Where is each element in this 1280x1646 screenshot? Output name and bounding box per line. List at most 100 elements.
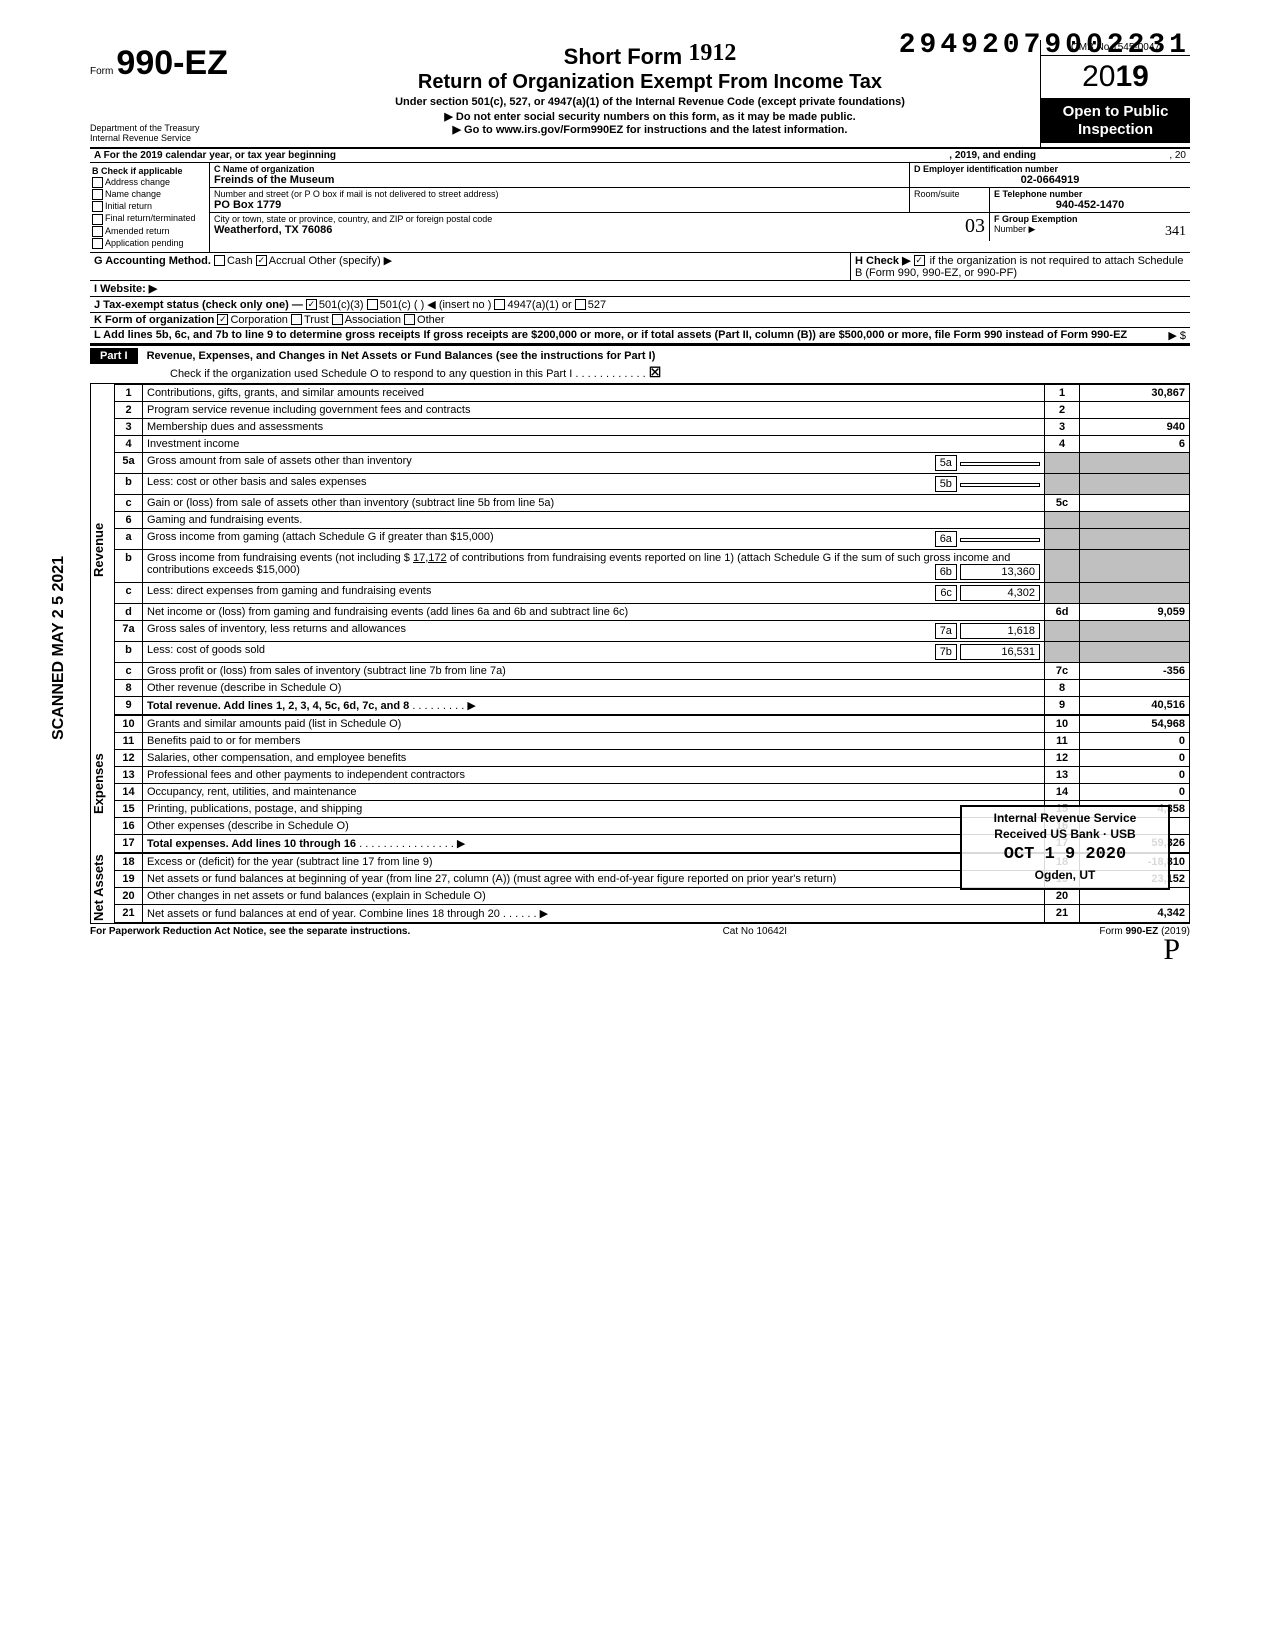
- line-12-box: 12: [1045, 749, 1080, 766]
- line-12-amt: 0: [1080, 749, 1190, 766]
- line-1-box: 1: [1045, 384, 1080, 401]
- line-6d-box: 6d: [1045, 603, 1080, 620]
- checkbox-501c[interactable]: [367, 299, 378, 310]
- line-a-label: A For the 2019 calendar year, or tax yea…: [94, 150, 336, 161]
- opt-initial-return: Initial return: [105, 201, 152, 211]
- line-21-num: 21: [115, 904, 143, 922]
- b-header: B Check if applicable: [92, 166, 207, 176]
- l-arrow: ▶ $: [1168, 329, 1186, 342]
- j-501c3: 501(c)(3): [319, 299, 364, 311]
- line-8-amt: [1080, 679, 1190, 696]
- checkbox-cash[interactable]: [214, 255, 225, 266]
- opt-final-return: Final return/terminated: [105, 213, 196, 223]
- opt-amended-return: Amended return: [105, 226, 170, 236]
- checkbox-h[interactable]: ✓: [914, 255, 925, 266]
- k-corp: Corporation: [230, 314, 287, 326]
- checkbox-final-return[interactable]: [92, 214, 103, 225]
- line-5b-desc: Less: cost or other basis and sales expe…: [147, 476, 367, 488]
- line-18-desc: Excess or (deficit) for the year (subtra…: [143, 853, 1045, 870]
- expenses-label: Expenses: [90, 715, 114, 853]
- line-11-box: 11: [1045, 732, 1080, 749]
- line-5a-num: 5a: [115, 452, 143, 473]
- line-7b-innerbox: 7b: [935, 644, 957, 660]
- line-13-amt: 0: [1080, 766, 1190, 783]
- line-6b-desc1: Gross income from fundraising events (no…: [147, 552, 410, 564]
- stamp-date: OCT 1 9 2020: [966, 844, 1164, 866]
- checkbox-4947[interactable]: [494, 299, 505, 310]
- checkbox-app-pending[interactable]: [92, 238, 103, 249]
- form-subtitle: Under section 501(c), 527, or 4947(a)(1)…: [268, 96, 1032, 108]
- line-12-num: 12: [115, 749, 143, 766]
- line-5c-box: 5c: [1045, 494, 1080, 511]
- checkbox-address-change[interactable]: [92, 177, 103, 188]
- line-18-num: 18: [115, 853, 143, 870]
- footer-cat: Cat No 10642I: [723, 926, 788, 937]
- group-exemption: 341: [1165, 224, 1186, 240]
- line-2-desc: Program service revenue including govern…: [143, 401, 1045, 418]
- part-i-title: Revenue, Expenses, and Changes in Net As…: [141, 350, 656, 362]
- line-3-box: 3: [1045, 418, 1080, 435]
- line-21-desc: Net assets or fund balances at end of ye…: [147, 908, 500, 920]
- org-address: PO Box 1779: [214, 199, 905, 211]
- line-7a-inneramt: 1,618: [960, 623, 1040, 639]
- line-16-num: 16: [115, 817, 143, 834]
- line-6a-shade: [1045, 528, 1080, 549]
- line-16-desc: Other expenses (describe in Schedule O): [143, 817, 1045, 834]
- e-label: E Telephone number: [994, 189, 1186, 199]
- line-7a-innerbox: 7a: [935, 623, 957, 639]
- checkbox-527[interactable]: [575, 299, 586, 310]
- checkbox-name-change[interactable]: [92, 189, 103, 200]
- checkbox-other[interactable]: [404, 314, 415, 325]
- line-20-num: 20: [115, 887, 143, 904]
- line-8-box: 8: [1045, 679, 1080, 696]
- checkbox-amended-return[interactable]: [92, 226, 103, 237]
- line-7b-shadeamt: [1080, 641, 1190, 662]
- line-7b-shade: [1045, 641, 1080, 662]
- line-4-amt: 6: [1080, 435, 1190, 452]
- line-9-box: 9: [1045, 696, 1080, 714]
- line-5a-shadeamt: [1080, 452, 1190, 473]
- g-label: G Accounting Method.: [94, 255, 211, 267]
- line-6b-shadeamt: [1080, 549, 1190, 582]
- treasury-dept: Department of the Treasury Internal Reve…: [90, 123, 260, 143]
- line-13-num: 13: [115, 766, 143, 783]
- line-13-box: 13: [1045, 766, 1080, 783]
- addr-label: Number and street (or P O box if mail is…: [214, 189, 905, 199]
- line-6c-inneramt: 4,302: [960, 585, 1040, 601]
- line-7c-desc: Gross profit or (loss) from sales of inv…: [143, 662, 1045, 679]
- k-label: K Form of organization: [94, 314, 214, 326]
- line-19-desc: Net assets or fund balances at beginning…: [143, 870, 1045, 887]
- line-2-box: 2: [1045, 401, 1080, 418]
- line-4-box: 4: [1045, 435, 1080, 452]
- line-17-num: 17: [115, 834, 143, 852]
- checkbox-accrual[interactable]: ✓: [256, 255, 267, 266]
- opt-app-pending: Application pending: [105, 238, 184, 248]
- line-7a-desc: Gross sales of inventory, less returns a…: [147, 623, 406, 635]
- line-7b-desc: Less: cost of goods sold: [147, 644, 265, 656]
- l-text: L Add lines 5b, 6c, and 7b to line 9 to …: [94, 329, 1127, 341]
- line-7c-num: c: [115, 662, 143, 679]
- line-7c-amt: -356: [1080, 662, 1190, 679]
- line-6c-desc: Less: direct expenses from gaming and fu…: [147, 585, 431, 597]
- stamp-line1: Internal Revenue Service: [966, 811, 1164, 827]
- line-7b-num: b: [115, 641, 143, 662]
- checkbox-corp[interactable]: ✓: [217, 314, 228, 325]
- line-15-desc: Printing, publications, postage, and shi…: [143, 800, 1045, 817]
- checkbox-501c3[interactable]: ✓: [306, 299, 317, 310]
- checkbox-assoc[interactable]: [332, 314, 343, 325]
- line-10-num: 10: [115, 715, 143, 732]
- line-7a-num: 7a: [115, 620, 143, 641]
- revenue-label: Revenue: [90, 384, 114, 715]
- line-14-amt: 0: [1080, 783, 1190, 800]
- line-6b-inneramt: 13,360: [960, 564, 1040, 580]
- line-8-num: 8: [115, 679, 143, 696]
- org-name: Freinds of the Museum: [214, 174, 905, 186]
- line-5b-shadeamt: [1080, 473, 1190, 494]
- line-15-num: 15: [115, 800, 143, 817]
- checkbox-trust[interactable]: [291, 314, 302, 325]
- line-5c-amt: [1080, 494, 1190, 511]
- checkbox-initial-return[interactable]: [92, 201, 103, 212]
- opt-name-change: Name change: [105, 189, 161, 199]
- line-14-box: 14: [1045, 783, 1080, 800]
- c-label: C Name of organization: [214, 164, 905, 174]
